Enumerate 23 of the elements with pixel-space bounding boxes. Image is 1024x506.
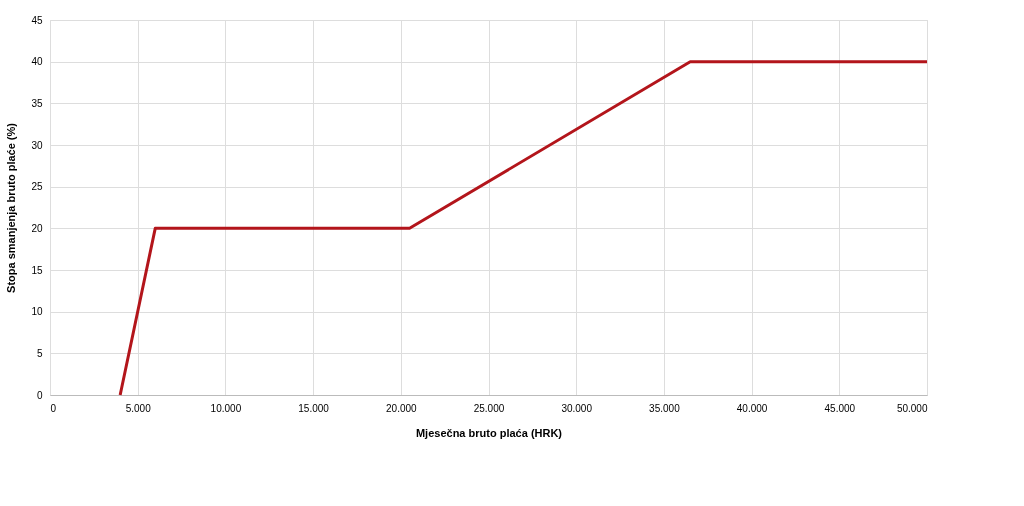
y-tick-label: 40	[31, 56, 43, 68]
x-tick-label: 5.000	[125, 402, 152, 414]
x-axis-title: Mjesečna bruto plaća (HRK)	[415, 426, 563, 439]
x-tick-label: 0	[50, 402, 57, 414]
y-tick-label: 30	[31, 139, 43, 151]
x-tick-label: 45.000	[824, 402, 856, 414]
y-tick-label: 45	[31, 14, 43, 26]
y-axis-title: Stopa smanjenja bruto plaće (%)	[5, 122, 18, 293]
y-tick-label: 5	[36, 347, 43, 359]
x-tick-label: 50.000	[896, 402, 928, 414]
x-tick-label: 35.000	[649, 402, 681, 414]
y-tick-label: 35	[31, 97, 43, 109]
y-tick-label: 25	[31, 181, 43, 193]
x-tick-label: 40.000	[736, 402, 768, 414]
x-tick-label: 15.000	[298, 402, 330, 414]
x-tick-label: 25.000	[473, 402, 505, 414]
y-tick-label: 15	[31, 264, 43, 276]
x-tick-label: 10.000	[210, 402, 242, 414]
y-tick-label: 0	[36, 389, 43, 401]
y-tick-label: 20	[31, 222, 43, 234]
x-tick-label: 20.000	[386, 402, 418, 414]
x-tick-label: 30.000	[561, 402, 593, 414]
y-tick-label: 10	[31, 306, 43, 318]
